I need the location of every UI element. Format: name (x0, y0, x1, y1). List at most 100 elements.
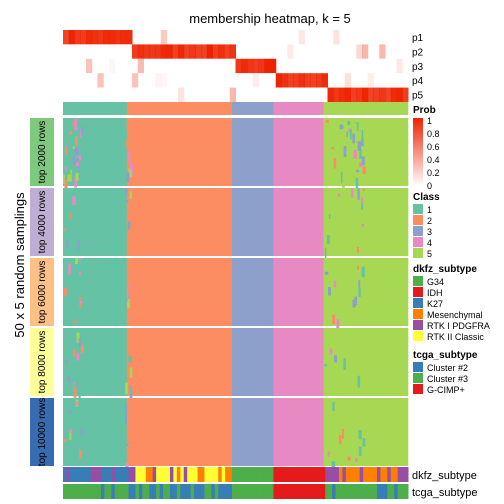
membership-cell (396, 87, 403, 102)
annotation-cell (270, 484, 274, 499)
row-group-label: top 8000 rows (37, 331, 48, 394)
membership-cell (172, 44, 179, 59)
annotation-cell (63, 484, 67, 499)
membership-cell (396, 58, 403, 74)
annotation-cell (194, 484, 199, 499)
sampling-noise (75, 126, 80, 138)
dkfz_subtype-legend-label: G34 (427, 277, 444, 287)
row-group-4: top 8000 rows (30, 328, 54, 396)
annotation-cell (169, 484, 174, 499)
sampling-noise (64, 189, 68, 199)
annotation-cell (373, 467, 378, 482)
sampling-noise (361, 266, 365, 278)
annotation-cell (339, 484, 343, 499)
annotation-cell (169, 467, 174, 482)
membership-cell (86, 58, 93, 74)
sampling-noise (129, 216, 132, 223)
sampling-noise (338, 193, 341, 197)
sampling-noise (357, 265, 359, 270)
membership-cell (339, 87, 346, 102)
annotation-cell (149, 484, 154, 499)
membership-cell (160, 30, 167, 45)
membership-cell (379, 44, 386, 59)
sampling-noise (326, 371, 329, 377)
membership-cell (137, 44, 144, 59)
sampling-noise (325, 119, 329, 123)
annotation-cell (125, 467, 130, 482)
sampling-noise (72, 156, 76, 164)
row-group-2: top 4000 rows (30, 188, 54, 256)
annotation-cell (270, 467, 274, 482)
sampling-noise (324, 248, 327, 260)
class-legend-swatch (413, 215, 423, 225)
sampling-noise (351, 188, 354, 198)
annotation-cell (339, 467, 343, 482)
sampling-noise (79, 162, 82, 173)
dkfz_subtype-legend-swatch (413, 320, 423, 330)
sampling-noise (326, 235, 330, 244)
annotation-cell (156, 467, 161, 482)
annotation-cell (366, 484, 371, 499)
sampling-noise (357, 188, 360, 200)
annotation-cell (125, 484, 130, 499)
sampling-noise (74, 135, 77, 146)
sampling-noise (331, 147, 334, 150)
membership-cell (287, 44, 294, 59)
annotation-cell (104, 467, 109, 482)
membership-cell (298, 30, 305, 45)
annotation-cell (301, 467, 305, 482)
annotation-cell (63, 467, 67, 482)
membership-cell (327, 87, 334, 102)
annotation-cell (294, 467, 299, 482)
annotation-cell (280, 467, 285, 482)
sampling-noise (334, 355, 337, 363)
membership-cell (74, 30, 81, 45)
membership-cell (270, 58, 277, 74)
membership-cell (229, 87, 236, 102)
sampling-noise (67, 174, 71, 182)
sampling-class-1 (63, 328, 128, 396)
annotation-cell (321, 467, 326, 482)
membership-cell (160, 44, 167, 59)
annotation-cell (225, 484, 230, 499)
sampling-noise (354, 296, 357, 306)
annotation-cell (304, 467, 309, 482)
sampling-noise (74, 357, 77, 361)
membership-cell (367, 87, 374, 102)
prob-legend-tick: 1 (427, 116, 432, 126)
membership-cell (310, 73, 317, 88)
membership-row-label: p2 (412, 47, 424, 58)
membership-cell (126, 30, 133, 45)
annotation-cell (249, 484, 254, 499)
sampling-noise (73, 348, 76, 357)
membership-cell (344, 87, 351, 102)
sampling-noise (361, 455, 365, 462)
annotation-cell (376, 484, 381, 499)
sampling-class-5 (323, 188, 409, 256)
sampling-noise (127, 221, 131, 230)
sampling-noise (348, 128, 352, 133)
annotation-cell (307, 467, 312, 482)
sampling-noise (356, 314, 358, 320)
annotation-cell (356, 467, 361, 482)
annotation-cell (128, 467, 133, 482)
annotation-cell (328, 484, 333, 499)
annotation-cell (132, 484, 136, 499)
annotation-cell (132, 467, 136, 482)
annotation-cell (66, 484, 71, 499)
annotation-cell (328, 467, 333, 482)
annotation-cell (332, 484, 337, 499)
annotation-cell (118, 467, 123, 482)
sampling-noise (342, 125, 344, 129)
sampling-noise (66, 198, 70, 210)
sampling-noise (65, 360, 69, 364)
annotation-cell (138, 467, 143, 482)
tcga_subtype-legend-label: Cluster #3 (427, 374, 468, 384)
annotation-cell (359, 467, 364, 482)
annotation-cell (163, 484, 167, 499)
sampling-noise (333, 158, 337, 169)
sampling-noise (362, 166, 366, 175)
sampling-block-3 (63, 258, 409, 329)
membership-cell (287, 73, 294, 88)
sampling-noise (78, 391, 81, 399)
